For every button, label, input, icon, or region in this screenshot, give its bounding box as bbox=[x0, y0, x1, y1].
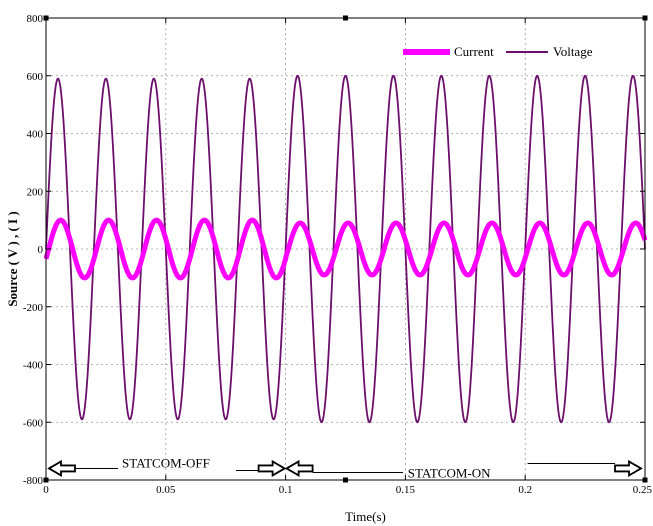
y-tick-label: -600 bbox=[23, 417, 44, 429]
y-axis-label: Source ( V ) , ( I ) bbox=[5, 211, 20, 306]
y-tick-label: 0 bbox=[38, 244, 44, 256]
edge-marker bbox=[43, 477, 49, 483]
x-tick-label: 0 bbox=[43, 484, 49, 496]
statcom-off-arrow-right bbox=[257, 459, 287, 478]
axis-ticks: 0 0.05 0.1 0.15 0.2 0.25 -800 -600 -400 -200 0 200 4… bbox=[23, 13, 653, 496]
legend: Current Voltage bbox=[403, 44, 593, 59]
legend-voltage-label: Voltage bbox=[553, 44, 593, 59]
y-tick-label: -200 bbox=[23, 302, 44, 314]
edge-marker bbox=[642, 477, 648, 483]
y-tick-label: 400 bbox=[27, 129, 44, 141]
series-voltage-line bbox=[45, 74, 646, 424]
x-tick-label: 0.25 bbox=[633, 484, 653, 496]
statcom-off-label: STATCOM-OFF bbox=[122, 455, 210, 470]
x-tick-label: 0.1 bbox=[279, 484, 293, 496]
y-tick-label: -800 bbox=[23, 475, 44, 487]
series-layer bbox=[43, 74, 648, 424]
legend-current-label: Current bbox=[454, 44, 494, 59]
y-tick-label: -400 bbox=[23, 360, 44, 372]
edge-marker bbox=[642, 15, 648, 21]
x-tick-label: 0.2 bbox=[518, 484, 532, 496]
series-current-line bbox=[43, 217, 648, 281]
edge-marker bbox=[43, 15, 49, 21]
annotations: STATCOM-OFF STATCOM-ON bbox=[47, 455, 643, 480]
x-tick-label: 0.05 bbox=[156, 484, 176, 496]
x-axis-label: Time(s) bbox=[345, 509, 386, 524]
y-tick-label: 800 bbox=[27, 13, 44, 25]
statcom-on-arrow-right bbox=[614, 459, 643, 478]
statcom-on-arrow-left bbox=[284, 459, 314, 478]
edge-marker bbox=[343, 15, 348, 21]
y-tick-label: 600 bbox=[27, 71, 44, 83]
y-tick-label: 200 bbox=[27, 186, 44, 198]
statcom-on-label: STATCOM-ON bbox=[408, 465, 491, 480]
edge-marker bbox=[343, 477, 348, 483]
x-tick-label: 0.15 bbox=[396, 484, 416, 496]
